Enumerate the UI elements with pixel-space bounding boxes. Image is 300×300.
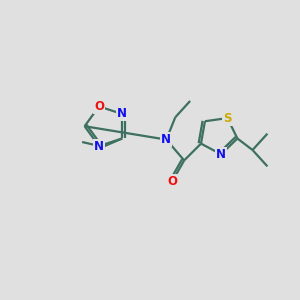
Text: S: S <box>223 112 232 124</box>
Text: O: O <box>94 100 104 113</box>
Text: N: N <box>117 107 127 121</box>
Text: O: O <box>167 175 177 188</box>
Text: N: N <box>94 140 104 152</box>
Text: N: N <box>216 148 226 161</box>
Text: N: N <box>161 133 171 146</box>
